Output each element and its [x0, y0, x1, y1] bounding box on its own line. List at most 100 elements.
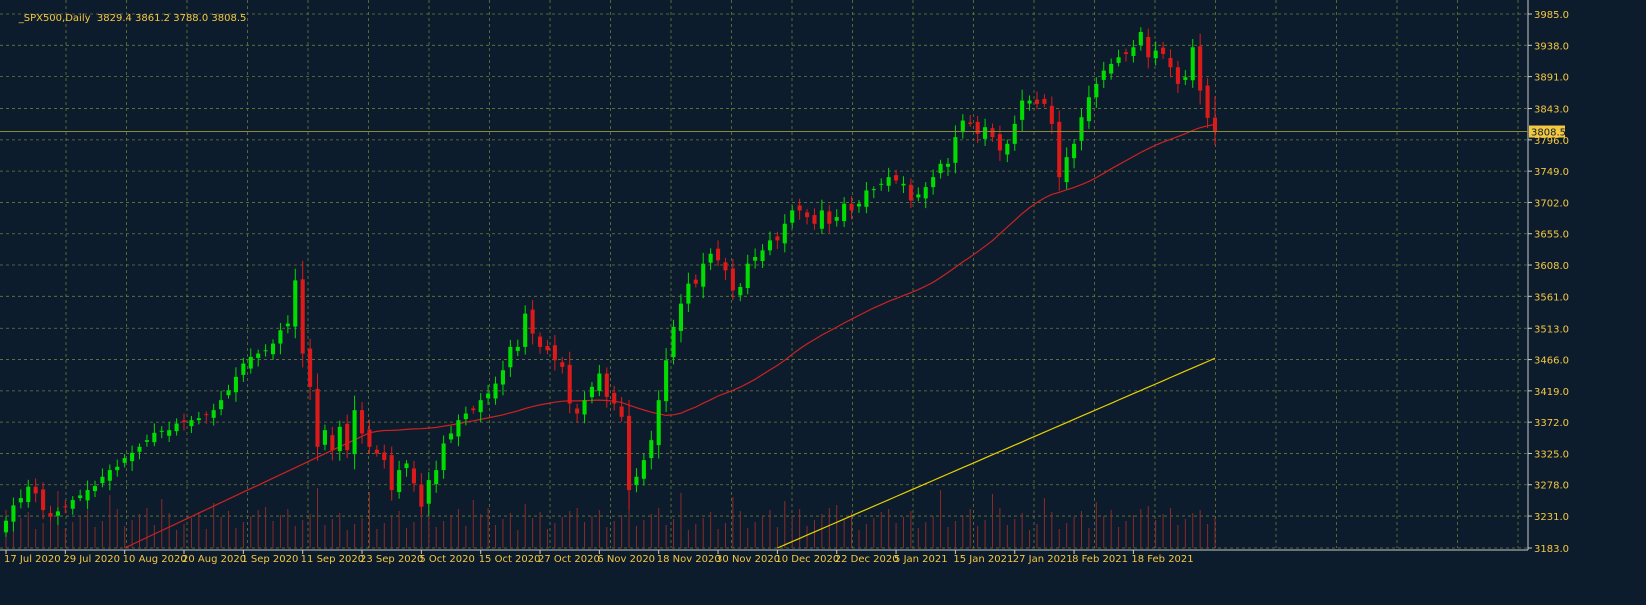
candle-body — [1138, 31, 1143, 46]
candle-body — [990, 128, 995, 138]
candle-body — [1072, 143, 1077, 159]
candle-body — [500, 370, 505, 385]
date-tick-label: 29 Jul 2020 — [63, 554, 120, 565]
moving-averages — [124, 123, 1216, 549]
current-price-tag — [1529, 125, 1565, 138]
candle-body — [567, 364, 572, 404]
date-tick-label: 6 Nov 2020 — [597, 554, 655, 565]
candle-body — [100, 476, 105, 484]
moving-average-short-line — [124, 123, 1216, 549]
candle-body — [1153, 50, 1158, 59]
candle-body — [3, 520, 9, 533]
price-tick-label: 3655.0 — [1534, 230, 1569, 241]
candle-body — [938, 163, 943, 174]
price-tick-label: 3278.0 — [1534, 481, 1569, 492]
candle-body — [196, 418, 201, 421]
candle-body — [1175, 67, 1180, 84]
candle-body — [1168, 57, 1173, 68]
candle-body — [411, 468, 416, 484]
candle-body — [85, 490, 90, 501]
candle-body — [359, 410, 365, 434]
candle-body — [18, 498, 23, 503]
candle-body — [738, 286, 743, 296]
candle-body — [612, 392, 617, 404]
candle-body — [901, 183, 906, 186]
price-tick-label: 3749.0 — [1534, 167, 1569, 178]
candle-body — [248, 356, 253, 369]
candle-body — [41, 489, 46, 511]
candle-body — [530, 309, 535, 334]
date-tick-label: 10 Aug 2020 — [123, 554, 187, 565]
candle-body — [426, 480, 431, 504]
price-tick-label: 3183.0 — [1534, 544, 1569, 555]
candle-body — [827, 211, 832, 224]
candle-body — [678, 303, 684, 331]
candle-body — [1027, 100, 1032, 104]
candle-body — [931, 177, 936, 188]
candle-body — [1049, 105, 1054, 124]
candle-body — [308, 348, 313, 387]
candle-body — [708, 253, 713, 263]
candle-body — [805, 212, 810, 218]
date-tick-label: 27 Jan 2021 — [1013, 554, 1073, 565]
candle-body — [856, 203, 862, 207]
candle-body — [619, 406, 624, 417]
candle-body — [174, 423, 179, 432]
candle-body — [1116, 57, 1121, 63]
candle-body — [604, 373, 609, 397]
candle-body — [790, 210, 795, 223]
candle-body — [864, 190, 869, 207]
candle-body — [63, 506, 68, 508]
candle-body — [285, 323, 290, 327]
date-tick-label: 5 Oct 2020 — [419, 554, 474, 565]
candle-body — [968, 122, 973, 124]
date-tick-label: 5 Jan 2021 — [894, 554, 948, 565]
candle-body — [130, 452, 135, 462]
candle-body — [137, 446, 142, 452]
date-tick-label: 1 Sep 2020 — [241, 554, 298, 565]
candle-body — [812, 215, 817, 224]
candle-body — [241, 363, 246, 375]
candle-body — [730, 268, 735, 291]
price-tick-label: 3372.0 — [1534, 418, 1569, 429]
candle-body — [189, 420, 194, 427]
price-tick-label: 3702.0 — [1534, 198, 1569, 209]
candle-body — [871, 189, 876, 191]
candle-body — [115, 466, 120, 471]
symbol-label: _SPX500,Daily — [18, 13, 91, 24]
price-tick-label: 3796.0 — [1534, 136, 1569, 147]
date-tick-label: 22 Dec 2020 — [835, 554, 899, 565]
candle-body — [167, 430, 172, 436]
candle-body — [26, 486, 31, 503]
volume-bars — [5, 488, 1216, 548]
date-tick-label: 15 Oct 2020 — [479, 554, 541, 565]
candle-body — [1123, 52, 1129, 54]
candle-body — [55, 511, 60, 516]
candle-body — [48, 513, 53, 517]
candle-body — [753, 257, 758, 261]
candle-body — [122, 458, 127, 463]
candle-body — [1101, 70, 1106, 80]
candle-body — [278, 330, 283, 344]
candle-body — [397, 470, 402, 493]
candle-body — [894, 175, 899, 181]
price-axis: 3985.0 3938.0 3891.0 3843.0 3796.0 3749.0 3702… — [1528, 10, 1569, 555]
date-tick-label: 15 Jan 2021 — [953, 554, 1013, 565]
candle-body — [656, 400, 661, 446]
price-tick-label: 3231.0 — [1534, 512, 1569, 523]
candle-body — [767, 240, 773, 251]
candle-body — [575, 408, 580, 414]
candle-body — [107, 470, 112, 481]
price-tick-label: 3843.0 — [1534, 105, 1569, 116]
candle-body — [997, 134, 1002, 151]
candle-body — [233, 376, 238, 393]
candle-body — [589, 386, 594, 398]
candle-body — [1079, 117, 1084, 141]
candle-body — [181, 420, 187, 423]
candle-body — [693, 279, 698, 284]
candle-body — [983, 127, 988, 139]
date-tick-label: 23 Sep 2020 — [360, 554, 423, 565]
candle-body — [471, 408, 476, 411]
